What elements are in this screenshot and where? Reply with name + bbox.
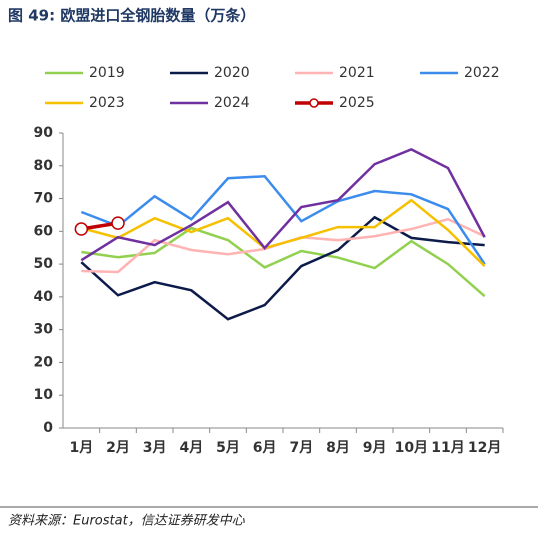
series-line xyxy=(81,198,486,267)
y-tick-label: 30 xyxy=(34,322,54,338)
legend-label: 2024 xyxy=(214,95,250,111)
legend-label: 2022 xyxy=(464,65,500,81)
series-line xyxy=(80,148,486,262)
y-tick-label: 50 xyxy=(34,256,54,272)
y-tick-label: 20 xyxy=(34,354,54,370)
x-tick-label: 6月 xyxy=(253,440,277,456)
point xyxy=(74,222,89,236)
x-tick-label: 11月 xyxy=(431,440,464,456)
legend-marker xyxy=(309,98,319,108)
y-tick-label: 90 xyxy=(34,125,54,141)
y-tick-label: 60 xyxy=(34,223,54,239)
series-line xyxy=(80,215,485,321)
source: 资料来源：Eurostat，信达证券研发中心 xyxy=(8,514,246,529)
y-tick-label: 0 xyxy=(43,420,53,436)
legend-label: 2020 xyxy=(214,65,250,81)
y-tick-label: 10 xyxy=(34,387,54,403)
x-tick-label: 4月 xyxy=(179,440,203,456)
x-tick-label: 5月 xyxy=(216,440,240,456)
x-tick-label: 2月 xyxy=(106,440,130,456)
legend-label: 2021 xyxy=(339,65,375,81)
series-line xyxy=(80,174,486,265)
x-tick-label: 12月 xyxy=(468,440,501,456)
y-tick-label: 70 xyxy=(34,191,54,207)
y-tick-label: 40 xyxy=(34,289,54,305)
series-line xyxy=(81,226,486,298)
x-tick-label: 3月 xyxy=(143,440,167,456)
y-tick-label: 80 xyxy=(34,158,54,174)
x-tick-label: 10月 xyxy=(395,440,428,456)
legend-label: 2025 xyxy=(339,95,375,111)
legend-label: 2019 xyxy=(89,65,125,81)
chart-title: 图 49: 欧盟进口全钢胎数量（万条） xyxy=(8,7,255,25)
x-tick-label: 7月 xyxy=(289,440,313,456)
point xyxy=(111,216,125,230)
legend-label: 2023 xyxy=(89,95,125,111)
x-tick-label: 1月 xyxy=(69,440,93,456)
x-tick-label: 9月 xyxy=(363,440,387,456)
x-tick-label: 8月 xyxy=(326,440,350,456)
